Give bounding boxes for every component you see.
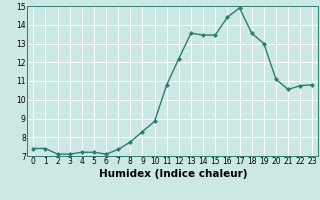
X-axis label: Humidex (Indice chaleur): Humidex (Indice chaleur) (99, 169, 247, 179)
